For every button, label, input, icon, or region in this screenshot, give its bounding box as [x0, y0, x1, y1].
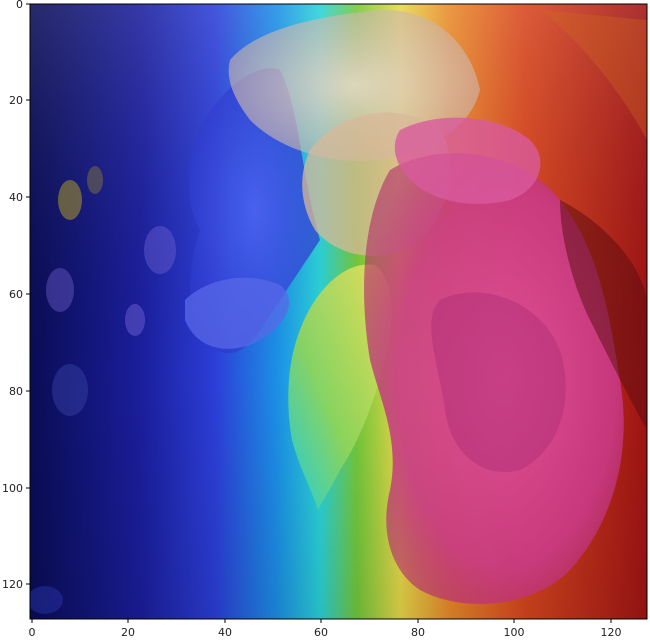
- y-tick-label: 80: [9, 385, 23, 398]
- heatmap-image: [30, 4, 647, 619]
- background-bokeh: [30, 166, 176, 614]
- x-tick-label: 20: [121, 626, 135, 639]
- petal-fold-shade: [431, 292, 566, 472]
- y-tick-label: 120: [2, 578, 23, 591]
- y-tick-label: 40: [9, 191, 23, 204]
- background-foliage: [540, 10, 647, 430]
- left-lobe-petal: [185, 277, 289, 349]
- x-tick-label: 60: [314, 626, 328, 639]
- x-tick-label: 100: [504, 626, 525, 639]
- x-tick-label: 80: [411, 626, 425, 639]
- x-axis: 0 20 40 60 80 100 120: [29, 619, 622, 639]
- y-tick-label: 60: [9, 288, 23, 301]
- x-tick-label: 0: [29, 626, 36, 639]
- y-tick-label: 20: [9, 94, 23, 107]
- y-axis: 0 20 40 60 80 100 120: [2, 0, 30, 591]
- plot-frame: [29, 3, 648, 620]
- upper-right-pink-petal: [394, 117, 541, 204]
- x-tick-label: 120: [601, 626, 622, 639]
- x-tick-label: 40: [218, 626, 232, 639]
- y-tick-label: 0: [16, 0, 23, 11]
- y-tick-label: 100: [2, 482, 23, 495]
- flower-shape: [185, 9, 624, 604]
